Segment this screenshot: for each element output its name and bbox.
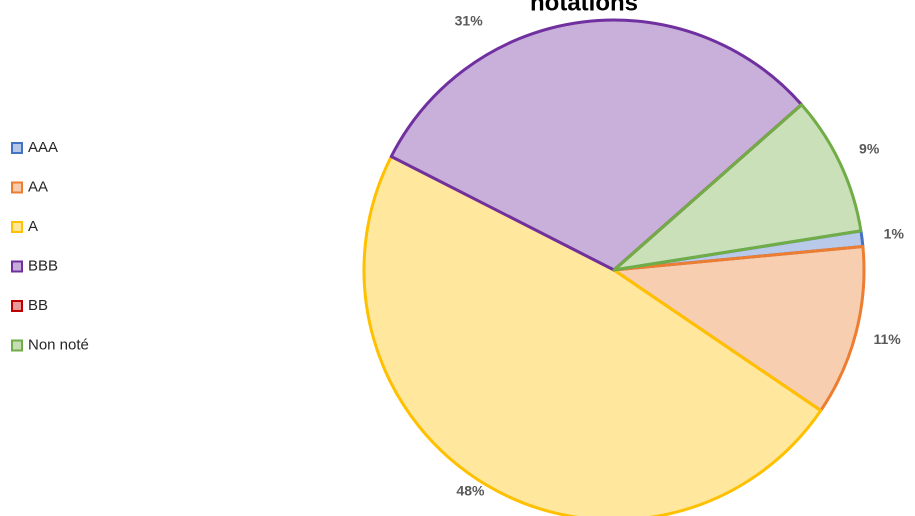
legend-marker bbox=[11, 260, 23, 273]
legend-marker bbox=[11, 300, 23, 312]
pie-slice bbox=[612, 244, 866, 413]
legend-label: Non noté bbox=[28, 336, 89, 353]
chart-title: notations bbox=[530, 0, 638, 16]
pie-slice bbox=[362, 155, 823, 516]
legend-label: BBB bbox=[28, 257, 58, 274]
legend-marker bbox=[11, 339, 23, 352]
pie-slice bbox=[389, 18, 804, 272]
data-label: 1% bbox=[884, 225, 905, 241]
data-label: 48% bbox=[456, 483, 485, 499]
legend-marker bbox=[11, 142, 23, 154]
legend-marker bbox=[11, 221, 23, 233]
data-label: 11% bbox=[874, 331, 902, 347]
legend-label: A bbox=[28, 218, 38, 235]
pie-slice bbox=[612, 103, 863, 272]
data-label: 31% bbox=[455, 13, 484, 29]
legend-label: BB bbox=[28, 297, 48, 314]
legend-marker bbox=[11, 181, 23, 194]
legend-label: AAA bbox=[28, 139, 58, 156]
legend-label: AA bbox=[28, 178, 48, 195]
data-label: 9% bbox=[859, 141, 880, 157]
